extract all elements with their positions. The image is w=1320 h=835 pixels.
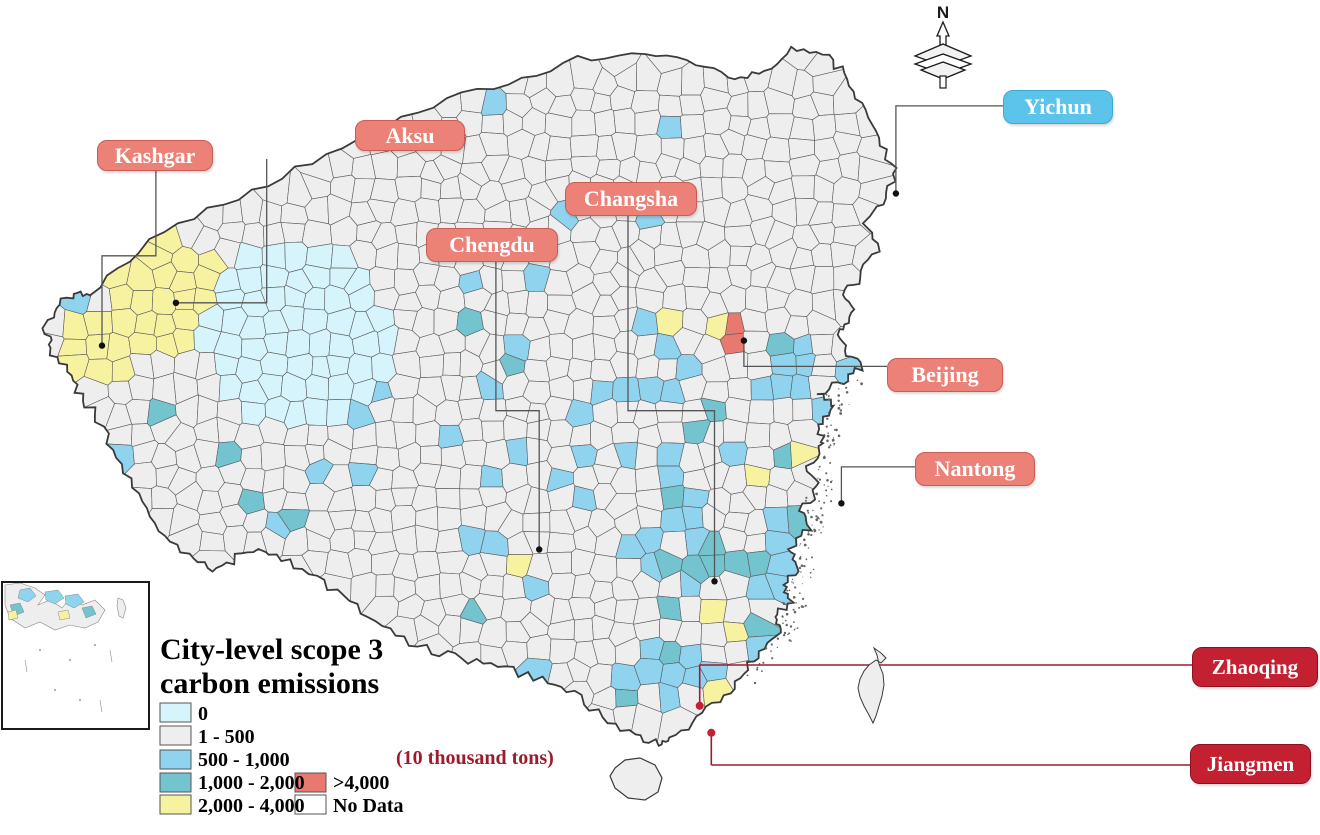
svg-text:N: N: [937, 3, 949, 22]
